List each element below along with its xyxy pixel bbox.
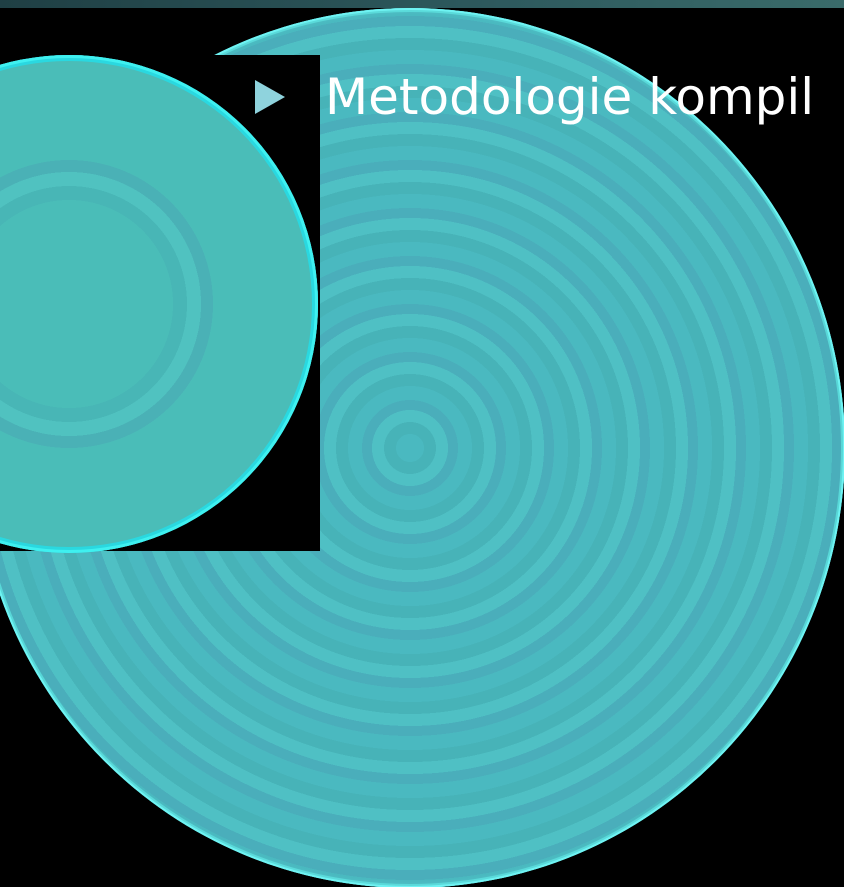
top-accent-strip xyxy=(0,0,844,8)
bullet-item[interactable]: Metodologie kompil xyxy=(255,72,814,122)
bullet-text[interactable]: Metodologie kompil xyxy=(325,68,815,126)
triangle-bullet-icon xyxy=(255,80,285,114)
